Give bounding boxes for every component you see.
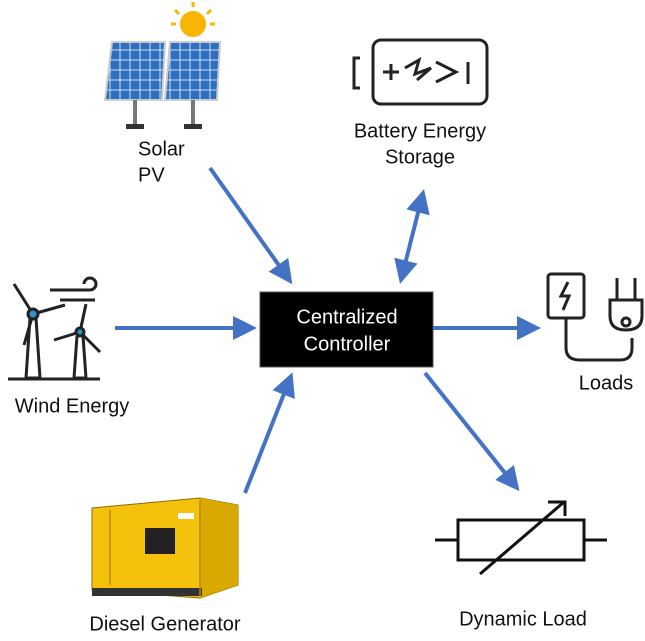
controller-box — [260, 292, 433, 367]
arrow — [425, 373, 517, 488]
diagram: Solar PV Battery Energy Storage Centrali… — [0, 0, 645, 641]
arrow — [245, 376, 291, 493]
loads-icon — [548, 274, 642, 360]
node-label: Loads — [579, 372, 634, 394]
node-label: Controller — [304, 333, 391, 355]
node-label: Solar — [138, 138, 185, 160]
solar-icon — [105, 2, 220, 129]
dynamic-load-icon — [435, 502, 607, 574]
wind-icon — [8, 278, 100, 379]
node-label: Diesel Generator — [89, 613, 241, 635]
node-label: Dynamic Load — [459, 608, 587, 630]
node-label: Battery Energy — [354, 120, 486, 142]
arrow — [210, 168, 290, 281]
diesel-icon — [92, 498, 238, 598]
node-label: Centralized — [296, 306, 397, 328]
node-label: Wind Energy — [15, 395, 130, 417]
node-label: PV — [138, 164, 165, 186]
node-label: Storage — [385, 146, 455, 168]
battery-icon — [354, 40, 487, 104]
arrow — [401, 193, 423, 280]
